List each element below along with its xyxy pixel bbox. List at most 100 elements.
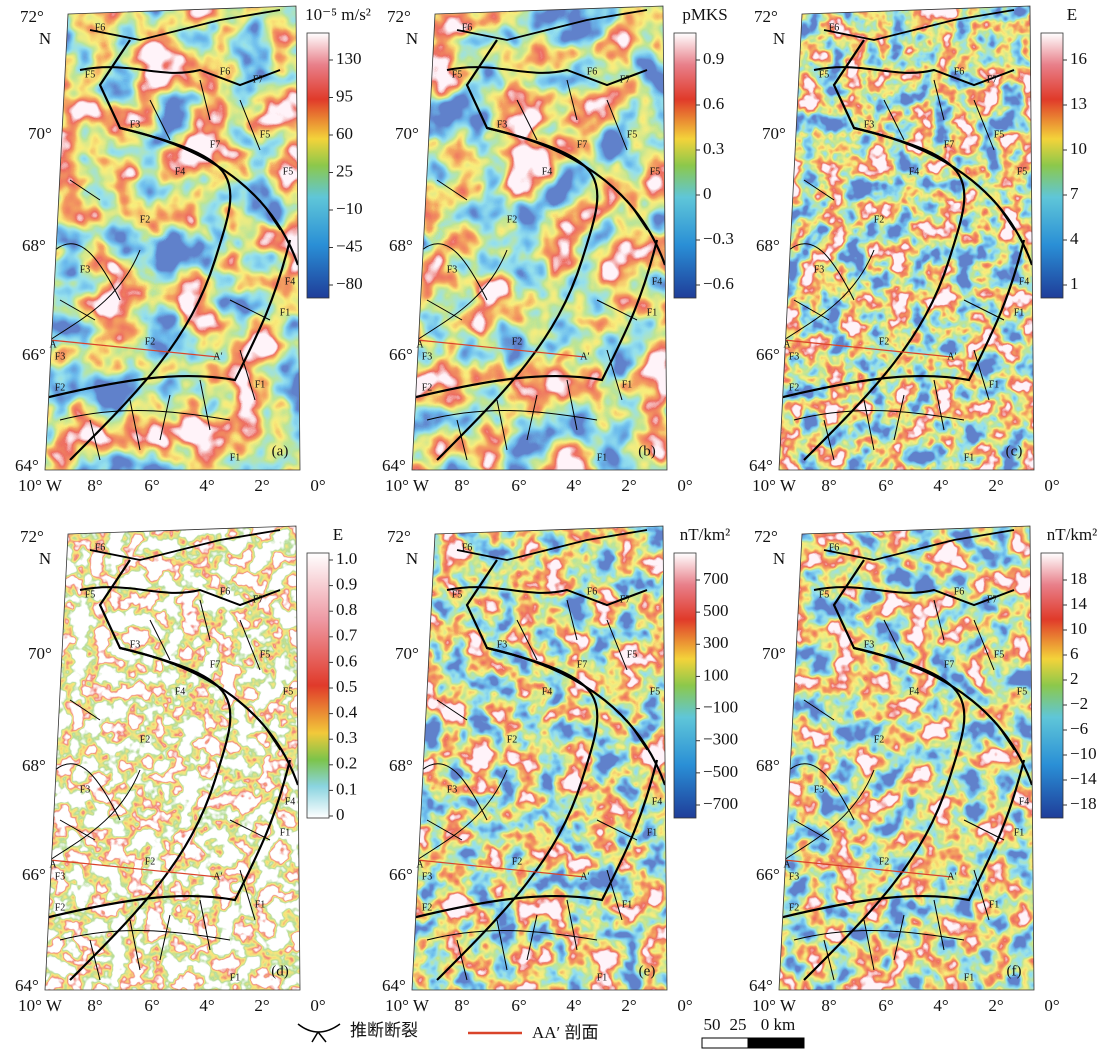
map-frame xyxy=(44,525,301,991)
colorbar-tick-label: 95 xyxy=(336,86,353,105)
colorbar-tick-label: 0 xyxy=(336,805,345,824)
map-panel: 72° 70° 68° 66° 64° N 10° W 8° 6° 4° 2° 0° F6 F5 F6 F7 F… xyxy=(15,5,371,495)
colorbar-tick-label: −100 xyxy=(703,697,738,716)
colorbar-tick-label: 0.1 xyxy=(336,779,357,798)
fault-label: F3 xyxy=(814,784,825,795)
fault-label: F6 xyxy=(462,22,473,33)
field-raster xyxy=(45,526,300,990)
fault-label: F1 xyxy=(989,379,1000,390)
lat-label: 64° xyxy=(749,976,773,995)
colorbar-tick-label: −10 xyxy=(336,199,363,218)
fault-label: F5 xyxy=(650,166,661,177)
fault-label: F1 xyxy=(255,899,266,910)
map-field xyxy=(45,526,300,990)
lon-label: 6° xyxy=(144,476,159,495)
lon-label: 2° xyxy=(988,476,1003,495)
fault-label: F1 xyxy=(647,307,658,318)
fault-label: A′ xyxy=(213,351,222,362)
fault-label: F5 xyxy=(627,649,638,660)
fault-label: F7 xyxy=(620,594,631,605)
fault-label: A xyxy=(416,859,424,870)
fault-label: F3 xyxy=(864,119,875,130)
profile-line xyxy=(49,859,219,878)
lon-label: 4° xyxy=(199,476,214,495)
fault-label: F5 xyxy=(85,589,96,600)
fault-label: F7 xyxy=(987,594,998,605)
panel-letter: (f) xyxy=(1007,963,1022,979)
colorbar-tick-label: 0 xyxy=(703,184,712,203)
fault-label: F2 xyxy=(140,214,151,225)
fault-label: F7 xyxy=(620,74,631,85)
fault-label: F3 xyxy=(789,871,800,882)
field-raster xyxy=(45,6,300,470)
lat-label: 64° xyxy=(15,976,39,995)
fault-label: F3 xyxy=(130,639,141,650)
fault-label: F2 xyxy=(140,734,151,745)
fault-label: F6 xyxy=(829,22,840,33)
colorbar-unit: E xyxy=(1067,5,1077,24)
lat-label: 72° xyxy=(754,527,778,546)
colorbar-tick-label: 0.8 xyxy=(336,600,357,619)
map-panel: 72° 70° 68° 66° 64° N 10° W 8° 6° 4° 2° 0° F6 F5 F6 F7 F… xyxy=(749,5,1087,495)
fault-label: F6 xyxy=(587,586,598,597)
fault-label: F4 xyxy=(652,276,663,287)
fault-label: F5 xyxy=(650,686,661,697)
fault-label: A xyxy=(783,859,791,870)
fault-label: F4 xyxy=(909,686,920,697)
colorbar xyxy=(673,32,697,299)
colorbar-tick-label: −45 xyxy=(336,236,363,255)
fault-label: F5 xyxy=(260,129,271,140)
scale-white xyxy=(701,1037,749,1049)
fault-label: F2 xyxy=(422,902,433,913)
lat-label: 72° xyxy=(20,527,44,546)
fault-label: F6 xyxy=(220,586,231,597)
colorbar-tick-label: −700 xyxy=(703,794,738,813)
colorbar-tick-label: 25 xyxy=(336,161,353,180)
lat-label: 68° xyxy=(756,756,780,775)
field-raster xyxy=(779,6,1034,470)
lat-label: 66° xyxy=(22,865,46,884)
fault-label: F2 xyxy=(145,336,156,347)
fault-label: F2 xyxy=(879,336,890,347)
panel-letter: (d) xyxy=(271,963,289,979)
lon-label: 0° xyxy=(310,476,325,495)
lat-label: 70° xyxy=(395,124,419,143)
colorbar-tick-label: 2 xyxy=(1070,669,1079,688)
colorbar xyxy=(673,552,697,819)
colorbar xyxy=(1040,552,1064,819)
colorbar-tick-label: −0.3 xyxy=(703,229,734,248)
fault-label: F1 xyxy=(280,827,291,838)
field-raster xyxy=(779,526,1034,990)
fault-label: A′ xyxy=(580,351,589,362)
north-label: N xyxy=(406,549,418,568)
colorbar xyxy=(306,552,330,819)
lat-label: 72° xyxy=(754,7,778,26)
lon-label: 2° xyxy=(254,476,269,495)
legend-fault: 推断断裂 xyxy=(350,1021,418,1040)
lat-label: 68° xyxy=(389,756,413,775)
colorbar-tick-label: −0.6 xyxy=(703,274,734,293)
colorbar-tick-label: −2 xyxy=(1070,694,1088,713)
fault-label: F3 xyxy=(422,871,433,882)
lat-label: 64° xyxy=(749,456,773,475)
fault-label: F7 xyxy=(253,74,264,85)
map-frame xyxy=(778,5,1035,471)
lon-label: 2° xyxy=(621,476,636,495)
fault-label: F3 xyxy=(80,264,91,275)
colorbar xyxy=(306,32,330,299)
panel-letter: (c) xyxy=(1006,443,1023,459)
map-frame xyxy=(44,5,301,471)
lat-label: 68° xyxy=(22,236,46,255)
fault-label: F1 xyxy=(597,452,608,463)
map-frame xyxy=(411,525,668,991)
map-panel: 72° 70° 68° 66° 64° N 10° W 8° 6° 4° 2° 0° F6 F5 F6 F7 F… xyxy=(382,525,738,1015)
fault-label: F3 xyxy=(864,639,875,650)
fault-label: F5 xyxy=(819,69,830,80)
lon-label: 0° xyxy=(677,996,692,1015)
scale-label: 50 xyxy=(704,1015,721,1034)
lon-label: 2° xyxy=(254,996,269,1015)
fault-label: F3 xyxy=(789,351,800,362)
fault-label: F6 xyxy=(220,66,231,77)
fault-label: F2 xyxy=(874,734,885,745)
